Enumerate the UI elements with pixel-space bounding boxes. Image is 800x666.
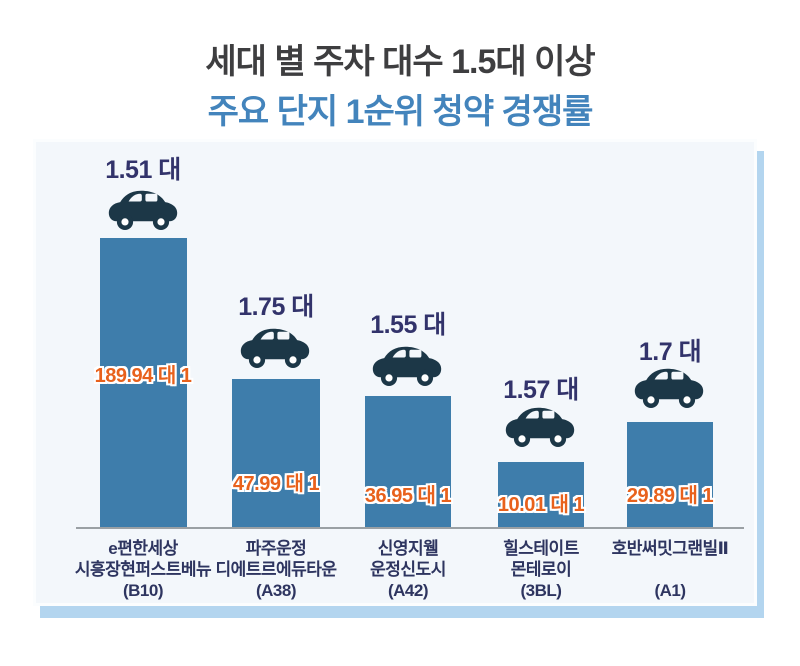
category-line bbox=[582, 559, 758, 580]
title-line-2: 주요 단지 1순위 청약 경쟁률 bbox=[207, 93, 594, 131]
competition-ratio-label: 29.89 대 1 bbox=[626, 485, 714, 507]
chart-area: 1.51 대 189.94 대 1 e편한세상 시흥장현퍼스트베뉴 (B10) … bbox=[36, 142, 754, 603]
parking-count-label: 1.7 대 bbox=[638, 338, 702, 366]
category-line: 운정신도시 bbox=[370, 560, 446, 579]
bar-complex-3 bbox=[365, 396, 451, 527]
parking-count-label: 1.55 대 bbox=[370, 311, 446, 339]
car-icon bbox=[634, 368, 704, 408]
bar-complex-1 bbox=[100, 238, 187, 527]
parking-count-label: 1.51 대 bbox=[105, 156, 181, 184]
competition-ratio-label: 189.94 대 1 bbox=[94, 365, 192, 387]
competition-ratio-label: 10.01 대 1 bbox=[497, 494, 585, 516]
parking-count-label: 1.75 대 bbox=[238, 293, 314, 321]
category-label: 파주운정 디에트르에듀타운 (A38) bbox=[188, 538, 364, 601]
category-line: (A1) bbox=[654, 581, 686, 600]
category-label: 힐스테이트 몬테로이 (3BL) bbox=[453, 538, 629, 601]
category-line: 신영지웰 bbox=[377, 539, 439, 558]
category-line: (A42) bbox=[387, 581, 429, 600]
bar-complex-2 bbox=[232, 379, 320, 527]
category-line: 몬테로이 bbox=[510, 560, 572, 579]
category-line: 힐스테이트 bbox=[503, 539, 579, 558]
category-line: (3BL) bbox=[520, 581, 562, 600]
car-icon bbox=[108, 190, 178, 230]
category-label: 호반써밋그랜빌Ⅱ (A1) bbox=[582, 538, 758, 601]
bar-complex-5 bbox=[627, 422, 713, 527]
category-label: 신영지웰 운정신도시 (A42) bbox=[320, 538, 496, 601]
category-line: 호반써밋그랜빌Ⅱ bbox=[611, 539, 729, 558]
category-line: (B10) bbox=[122, 581, 164, 600]
car-icon bbox=[240, 328, 310, 368]
bar-complex-4 bbox=[498, 462, 584, 527]
category-line: (A38) bbox=[255, 581, 297, 600]
parking-count-label: 1.57 대 bbox=[503, 376, 579, 404]
competition-ratio-label: 47.99 대 1 bbox=[232, 473, 320, 495]
chart-panel: 1.51 대 189.94 대 1 e편한세상 시흥장현퍼스트베뉴 (B10) … bbox=[33, 139, 757, 606]
category-label: e편한세상 시흥장현퍼스트베뉴 (B10) bbox=[55, 538, 231, 601]
x-axis-line bbox=[76, 527, 744, 529]
category-line: 시흥장현퍼스트베뉴 bbox=[74, 560, 212, 579]
title-line-1: 세대 별 주차 대수 1.5대 이상 bbox=[205, 43, 595, 81]
competition-ratio-label: 36.95 대 1 bbox=[364, 485, 452, 507]
category-line: 디에트르에듀타운 bbox=[215, 560, 337, 579]
car-icon bbox=[372, 346, 442, 386]
category-line: 파주운정 bbox=[245, 539, 307, 558]
car-icon bbox=[505, 407, 575, 447]
category-line: e편한세상 bbox=[108, 539, 178, 558]
